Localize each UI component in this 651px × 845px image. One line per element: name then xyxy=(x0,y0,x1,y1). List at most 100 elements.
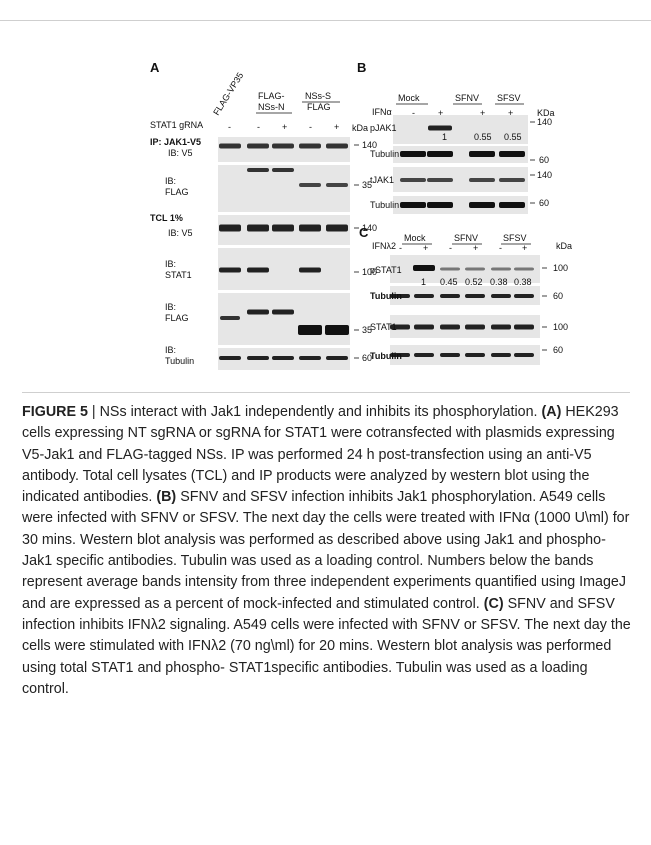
band xyxy=(247,356,269,360)
band xyxy=(272,144,294,149)
separator xyxy=(22,392,630,393)
column-header: FLAG- xyxy=(258,91,285,101)
page: A FLAG-VP35 FLAG- NSs-N NSs-S FLAG STAT1… xyxy=(0,0,651,845)
panel-label: B xyxy=(357,60,366,75)
group-label: SFNV xyxy=(455,93,479,103)
band xyxy=(491,268,511,271)
band xyxy=(219,144,241,149)
band xyxy=(491,294,511,298)
band xyxy=(325,325,349,335)
band xyxy=(299,225,321,232)
column-header: FLAG-VP35 xyxy=(211,71,245,117)
band xyxy=(469,151,495,157)
row-label: Tubulin xyxy=(370,149,399,159)
sign: + xyxy=(522,243,527,253)
band xyxy=(428,126,452,131)
marker: 60 xyxy=(539,198,549,208)
band xyxy=(272,225,294,232)
row-label: IB: xyxy=(165,302,176,312)
band xyxy=(465,325,485,330)
band xyxy=(299,268,321,273)
row-label: pSTAT1 xyxy=(370,265,402,275)
panel-label: C xyxy=(359,225,369,240)
band xyxy=(514,325,534,330)
caption-text: SFNV and SFSV infection inhibits Jak1 ph… xyxy=(22,489,629,611)
treatment: IFNα xyxy=(372,107,392,117)
column-header: FLAG xyxy=(307,102,331,112)
heading: IP: JAK1-V5 xyxy=(150,137,201,147)
panel-ref: (C) xyxy=(484,596,504,612)
row-label: IB: xyxy=(165,176,176,186)
marker: 60 xyxy=(539,155,549,165)
sign: - xyxy=(257,122,260,132)
group-label: SFSV xyxy=(497,93,521,103)
sign: - xyxy=(449,243,452,253)
sign: + xyxy=(438,108,443,118)
band xyxy=(514,268,534,271)
row-label: Tubulin xyxy=(370,200,399,210)
sign: + xyxy=(508,108,513,118)
marker: 60 xyxy=(553,345,563,355)
band xyxy=(326,183,348,187)
band xyxy=(247,168,269,172)
band-value: 1 xyxy=(421,277,426,287)
panel-ref: (A) xyxy=(542,404,562,420)
band xyxy=(440,268,460,271)
band xyxy=(247,310,269,315)
band xyxy=(465,268,485,271)
group-label: SFNV xyxy=(454,233,478,243)
row-label: IB: V5 xyxy=(168,148,193,158)
row-label: Tubulin xyxy=(370,291,402,301)
band xyxy=(514,294,534,298)
band xyxy=(298,325,322,335)
heading: TCL 1% xyxy=(150,213,183,223)
figure-number: FIGURE 5 xyxy=(22,404,88,420)
band xyxy=(499,151,525,157)
band xyxy=(427,151,453,157)
band xyxy=(272,310,294,315)
band xyxy=(272,356,294,360)
row-label: tJAK1 xyxy=(370,175,394,185)
marker: 100 xyxy=(553,322,568,332)
marker-ticks xyxy=(354,145,359,358)
sign: - xyxy=(412,108,415,118)
row-label: IB: xyxy=(165,345,176,355)
band xyxy=(414,353,434,357)
marker-ticks xyxy=(530,122,535,203)
band xyxy=(247,144,269,149)
band-value: 0.55 xyxy=(474,132,492,142)
band xyxy=(219,268,241,273)
band xyxy=(414,325,434,330)
column-header: NSs-S xyxy=(305,91,331,101)
gRNA-label: STAT1 gRNA xyxy=(150,120,203,130)
row-label: FLAG xyxy=(165,313,189,323)
band xyxy=(465,353,485,357)
sign: - xyxy=(228,122,231,132)
group-label: SFSV xyxy=(503,233,527,243)
band xyxy=(440,325,460,330)
row-label: Tubulin xyxy=(165,356,194,366)
band xyxy=(440,353,460,357)
band xyxy=(219,225,241,232)
blot xyxy=(218,165,350,212)
panel-ref: (B) xyxy=(156,489,176,505)
figure: A FLAG-VP35 FLAG- NSs-N NSs-S FLAG STAT1… xyxy=(0,0,651,390)
group-label: Mock xyxy=(404,233,426,243)
sign: - xyxy=(399,243,402,253)
band xyxy=(299,356,321,360)
marker: 140 xyxy=(537,117,552,127)
sign: - xyxy=(499,243,502,253)
band xyxy=(400,202,426,208)
band xyxy=(427,178,453,182)
sign: + xyxy=(480,108,485,118)
group-label: Mock xyxy=(398,93,420,103)
caption: FIGURE 5 | NSs interact with Jak1 indepe… xyxy=(22,402,634,700)
band xyxy=(400,178,426,182)
treatment: IFNλ2 xyxy=(372,241,396,251)
band xyxy=(499,178,525,182)
row-label: IB: V5 xyxy=(168,228,193,238)
band-value: 0.38 xyxy=(514,277,532,287)
band xyxy=(440,294,460,298)
row-label: pJAK1 xyxy=(370,123,397,133)
band xyxy=(414,294,434,298)
